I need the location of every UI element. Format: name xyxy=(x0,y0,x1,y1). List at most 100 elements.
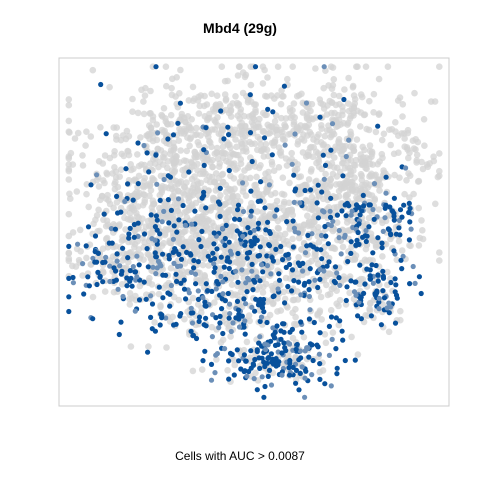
cell-point-low xyxy=(397,308,404,315)
cell-point-high xyxy=(107,279,112,284)
cell-point-high xyxy=(146,264,151,269)
cell-point-high xyxy=(282,84,287,89)
cell-point-high xyxy=(190,310,195,315)
cell-point-low xyxy=(111,164,118,171)
cell-point-high xyxy=(372,181,377,186)
cell-point-high xyxy=(250,287,255,292)
cell-point-low xyxy=(410,191,417,198)
cell-point-low xyxy=(305,149,312,156)
cell-point-high xyxy=(146,169,151,174)
cell-point-low xyxy=(340,160,347,167)
cell-point-low xyxy=(291,100,298,107)
cell-point-low xyxy=(331,131,338,138)
cell-point-high xyxy=(240,180,245,185)
cell-point-low xyxy=(399,113,406,120)
cell-point-high xyxy=(137,297,142,302)
cell-point-high xyxy=(356,221,361,226)
cell-point-high xyxy=(66,276,71,281)
cell-point-low xyxy=(103,195,110,202)
cell-point-high xyxy=(370,250,375,255)
cell-point-low xyxy=(66,191,73,198)
cell-point-high xyxy=(235,251,240,256)
cell-point-low xyxy=(254,208,261,215)
cell-point-low xyxy=(190,84,197,91)
cell-point-high xyxy=(282,330,287,335)
cell-point-low xyxy=(252,109,259,116)
cell-point-high xyxy=(228,249,233,254)
cell-point-high xyxy=(242,318,247,323)
cell-point-high xyxy=(345,259,350,264)
cell-point-high xyxy=(417,274,422,279)
cell-point-high xyxy=(235,280,240,285)
cell-point-low xyxy=(347,129,354,136)
cell-point-high xyxy=(243,332,248,337)
cell-point-high xyxy=(169,208,174,213)
cell-point-high xyxy=(322,224,327,229)
cell-point-high xyxy=(66,309,71,314)
cell-point-high xyxy=(100,260,105,265)
cell-point-high xyxy=(165,136,170,141)
cell-point-high xyxy=(232,217,237,222)
cell-point-low xyxy=(135,110,142,117)
cell-point-high xyxy=(81,291,86,296)
cell-point-high xyxy=(115,251,120,256)
cell-point-high xyxy=(334,270,339,275)
cell-point-high xyxy=(142,231,147,236)
cell-point-high xyxy=(380,288,385,293)
cell-point-low xyxy=(358,91,365,98)
cell-point-high xyxy=(191,265,196,270)
cell-point-low xyxy=(243,192,250,199)
cell-point-low xyxy=(202,170,209,177)
cell-point-high xyxy=(283,143,288,148)
cell-point-high xyxy=(211,241,216,246)
cell-point-high xyxy=(179,257,184,262)
cell-point-low xyxy=(150,117,157,124)
cell-point-low xyxy=(415,178,422,185)
cell-point-low xyxy=(420,236,427,243)
cell-point-low xyxy=(190,185,197,192)
cell-point-low xyxy=(237,123,244,130)
cell-point-low xyxy=(262,237,269,244)
cell-point-high xyxy=(348,251,353,256)
cell-point-high xyxy=(153,250,158,255)
cell-point-high xyxy=(376,306,381,311)
cell-point-high xyxy=(407,281,412,286)
cell-point-low xyxy=(88,133,95,140)
cell-point-high xyxy=(259,315,264,320)
cell-point-high xyxy=(214,279,219,284)
cell-point-low xyxy=(231,160,238,167)
cell-point-high xyxy=(344,284,349,289)
cell-point-high xyxy=(363,233,368,238)
cell-point-high xyxy=(226,291,231,296)
cell-point-low xyxy=(173,74,180,81)
cell-point-high xyxy=(130,284,135,289)
cell-point-low xyxy=(295,138,302,145)
cell-point-high xyxy=(71,280,76,285)
cell-point-low xyxy=(103,223,110,230)
cell-point-high xyxy=(220,279,225,284)
cell-point-low xyxy=(241,167,248,174)
cell-point-high xyxy=(280,257,285,262)
cell-point-high xyxy=(377,296,382,301)
cell-point-high xyxy=(346,138,351,143)
cell-point-low xyxy=(432,98,439,105)
cell-point-low xyxy=(197,132,204,139)
cell-point-high xyxy=(202,322,207,327)
cell-point-high xyxy=(174,230,179,235)
cell-point-low xyxy=(141,111,148,118)
cell-point-high xyxy=(125,255,130,260)
cell-point-low xyxy=(328,63,335,70)
cell-point-high xyxy=(296,357,301,362)
cell-point-high xyxy=(187,290,192,295)
cell-point-low xyxy=(185,122,192,129)
cell-point-low xyxy=(177,147,184,154)
cell-point-low xyxy=(373,129,380,136)
cell-point-high xyxy=(256,221,261,226)
cell-point-low xyxy=(136,173,143,180)
cell-point-low xyxy=(314,311,321,318)
cell-point-low xyxy=(306,205,313,212)
cell-point-high xyxy=(287,361,292,366)
cell-point-low xyxy=(371,197,378,204)
cell-point-high xyxy=(335,366,340,371)
cell-point-high xyxy=(319,189,324,194)
